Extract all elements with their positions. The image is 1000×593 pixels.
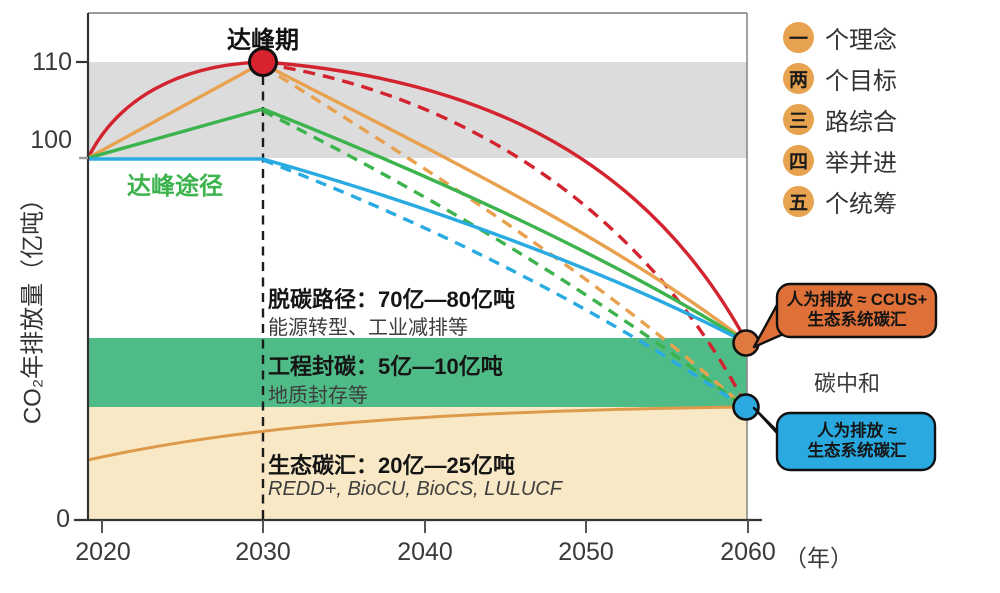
orange-rise-line: [87, 61, 263, 160]
legend-item-1: 一 个理念: [783, 22, 897, 54]
legend-item-3: 三 路综合: [783, 104, 897, 136]
peak-pathway-label: 达峰途径: [127, 173, 223, 200]
green-dashed-curve: [262, 109, 742, 406]
legend-circle-3-icon: 三: [783, 104, 814, 135]
eco-sink-subtitle: REDD+, BioCU, BioCS, LULUCF: [268, 478, 562, 500]
legend-circle-4-icon: 四: [783, 145, 814, 176]
legend-label-2: 个目标: [825, 68, 897, 95]
y-axis-title: CO₂年排放量（亿吨）: [19, 186, 47, 425]
x-axis-unit: （年）: [784, 545, 853, 571]
orange-dashed-curve: [262, 64, 742, 405]
carbon-neutrality-label: 碳中和: [814, 371, 881, 396]
y-tick-label-110: 110: [32, 48, 72, 76]
legend-item-5: 五 个统筹: [783, 186, 897, 218]
x-tick-label-2030: 2030: [235, 538, 291, 566]
y-tick-label-100: 100: [30, 126, 72, 154]
red-solid-curve: [263, 60, 746, 338]
legend-circle-1-icon: 一: [783, 22, 814, 53]
decarbonization-subtitle: 能源转型、工业减排等: [268, 317, 468, 339]
y-tick-label-0: 0: [56, 505, 70, 533]
legend-circle-2-icon: 两: [783, 63, 814, 94]
peak-period-label: 达峰期: [227, 27, 299, 54]
eco-sink-curve: [87, 405, 745, 462]
legend-circle-5-icon: 五: [783, 186, 814, 217]
eco-bubble: [775, 411, 937, 472]
legend-item-4: 四 举并进: [783, 145, 897, 177]
ccus-bubble-line2: 生态系统碳汇: [807, 311, 907, 329]
legend-label-1: 个理念: [825, 27, 897, 54]
eco-bubble-line2: 生态系统碳汇: [807, 442, 907, 460]
eco-bubble-text: 人为排放 ≈ 生态系统碳汇: [777, 421, 937, 461]
green-solid-curve: [262, 107, 744, 342]
legend-label-3: 路综合: [825, 109, 897, 136]
legend-label-4: 举并进: [825, 150, 897, 177]
ccs-green-band: [88, 338, 747, 407]
eco-sink-title: 生态碳汇：20亿—25亿吨: [268, 453, 515, 478]
eco-neutrality-dot: [732, 393, 760, 421]
engineered-ccs-subtitle: 地质封存等: [268, 385, 368, 407]
eco-beige-band: [88, 407, 747, 520]
x-tick-label-2060: 2060: [720, 538, 776, 566]
ccus-neutrality-dot: [732, 329, 760, 357]
legend: 一 个理念 两 个目标 三 路综合 四 举并进 五 个统筹: [783, 22, 897, 218]
red-rise-curve: [86, 60, 262, 159]
orange-solid-curve: [262, 62, 745, 341]
peak-dot: [248, 47, 278, 77]
blue-solid-curve: [262, 157, 744, 343]
ccus-bubble-line1: 人为排放 ≈ CCUS+: [786, 291, 928, 309]
ccus-bubble-text: 人为排放 ≈ CCUS+ 生态系统碳汇: [777, 290, 937, 330]
x-tick-label-2050: 2050: [558, 538, 614, 566]
legend-item-2: 两 个目标: [783, 63, 897, 95]
decarbonization-title: 脱碳路径：70亿—80亿吨: [268, 287, 515, 312]
blue-dashed-curve: [262, 158, 741, 407]
legend-label-5: 个统筹: [825, 191, 897, 218]
x-tick-label-2040: 2040: [397, 538, 453, 566]
engineered-ccs-title: 工程封碳：5亿—10亿吨: [268, 354, 503, 379]
eco-bubble-line1: 人为排放 ≈: [817, 422, 897, 440]
ccus-bubble: [775, 282, 938, 339]
green-rise-line: [87, 107, 264, 160]
red-dashed-curve: [263, 62, 745, 401]
x-tick-label-2020: 2020: [75, 538, 131, 566]
